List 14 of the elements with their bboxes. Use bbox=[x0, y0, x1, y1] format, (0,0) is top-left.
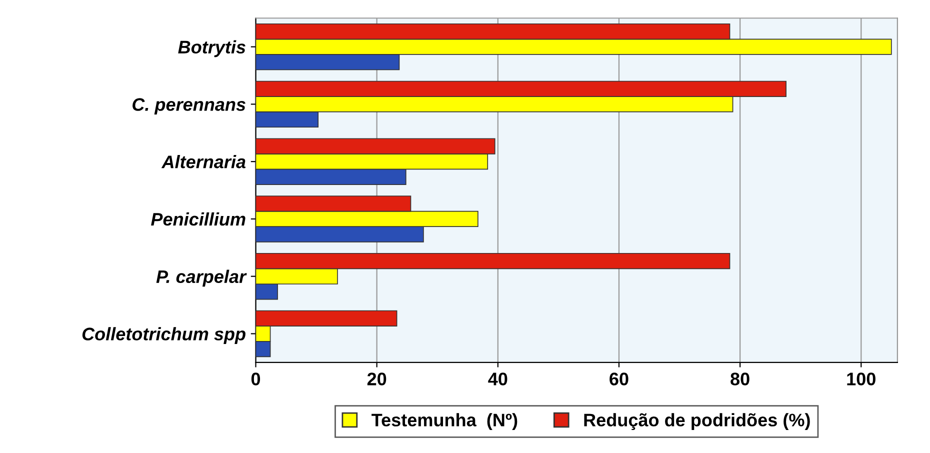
x-tick-label: 40 bbox=[488, 372, 508, 386]
x-tick-label: 0 bbox=[251, 372, 260, 386]
y-tick-label: Botrytis bbox=[178, 40, 246, 58]
y-tick-label: Alternaria bbox=[161, 155, 246, 168]
y-tick-label: Penicillium bbox=[151, 212, 246, 226]
x-tick-label: 60 bbox=[610, 372, 628, 386]
y-tick-label: C. perennans bbox=[132, 98, 246, 114]
x-tick-label: 100 bbox=[847, 372, 876, 386]
legend-label: Redução de podridões (%) bbox=[584, 413, 810, 430]
x-tick-label: 20 bbox=[367, 372, 386, 386]
y-tick-label: P. carpelar bbox=[156, 270, 247, 287]
legend-label: Testemunha (Nº) bbox=[372, 413, 518, 430]
y-tick-label: Colletotrichum spp bbox=[82, 327, 246, 344]
x-tick-label: 80 bbox=[730, 372, 750, 386]
